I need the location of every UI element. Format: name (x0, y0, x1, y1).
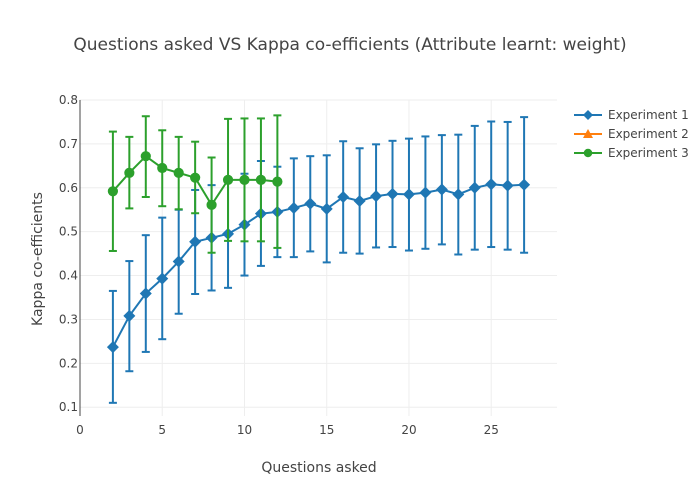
x-tick-label: 25 (484, 423, 499, 437)
y-tick-label: 0.4 (59, 269, 78, 283)
data-point-diamond (485, 178, 498, 191)
y-tick-label: 0.5 (59, 225, 78, 239)
y-tick-label: 0.2 (59, 356, 78, 370)
data-point-circle (222, 174, 234, 185)
x-tick-label: 15 (319, 423, 334, 437)
data-point-diamond (452, 188, 465, 201)
data-point-diamond (337, 190, 350, 203)
data-point-triangle (583, 129, 593, 138)
data-point-diamond (468, 181, 481, 194)
y-tick-label: 0.6 (59, 181, 78, 195)
axes: 0 5 10 15 20 25 0.1 0.2 0.3 0.4 0.5 0.6 0.7 0.8 (59, 93, 499, 437)
data-point-diamond (304, 197, 317, 210)
data-point-circle (583, 148, 593, 158)
data-point-diamond (402, 188, 415, 201)
legend[interactable]: Experiment 1 Experiment 2 Experiment 3 (574, 108, 689, 160)
data-point-diamond (287, 201, 300, 214)
y-tick-label: 0.8 (59, 93, 78, 107)
data-point-circle (173, 167, 184, 178)
data-point-circle (272, 176, 283, 187)
data-point-circle (107, 186, 118, 197)
legend-label: Experiment 2 (608, 127, 689, 141)
data-point-diamond (123, 309, 136, 322)
data-point-diamond (386, 187, 399, 200)
data-point-diamond (501, 179, 514, 192)
data-point-diamond (172, 255, 185, 268)
x-tick-label: 20 (401, 423, 416, 437)
grid-lines (80, 99, 557, 416)
y-axis-title: Kappa co-efficients (30, 192, 46, 326)
data-point-diamond (419, 186, 432, 199)
data-point-circle (157, 162, 168, 174)
data-point-diamond (106, 341, 119, 354)
data-point-circle (140, 151, 151, 162)
series-layer (106, 114, 531, 404)
data-point-diamond (370, 190, 383, 203)
x-tick-label: 10 (237, 423, 252, 437)
series-3 (107, 114, 283, 254)
data-point-diamond (139, 287, 152, 300)
x-tick-label: 5 (158, 423, 166, 437)
legend-item[interactable]: Experiment 3 (574, 146, 689, 160)
data-point-diamond (156, 272, 169, 285)
data-point-diamond (583, 110, 593, 120)
data-point-circle (239, 174, 250, 185)
legend-item[interactable]: Experiment 1 (574, 108, 689, 122)
legend-item[interactable]: Experiment 2 (574, 127, 689, 141)
data-point-diamond (320, 202, 333, 215)
data-point-diamond (435, 183, 448, 196)
x-tick-label: 0 (76, 423, 84, 437)
data-point-diamond (353, 194, 366, 207)
data-point-circle (124, 167, 135, 178)
legend-label: Experiment 1 (608, 108, 689, 122)
x-axis-title: Questions asked (261, 460, 376, 476)
y-tick-label: 0.3 (59, 312, 78, 326)
y-tick-label: 0.7 (59, 137, 78, 151)
y-tick-label: 0.1 (59, 400, 78, 414)
data-point-diamond (189, 235, 202, 248)
legend-label: Experiment 3 (608, 146, 689, 160)
data-point-circle (190, 172, 201, 183)
data-point-circle (206, 199, 217, 210)
data-point-circle (255, 174, 267, 185)
data-point-diamond (518, 178, 531, 191)
chart-title: Questions asked VS Kappa co-efficients (… (73, 35, 626, 55)
